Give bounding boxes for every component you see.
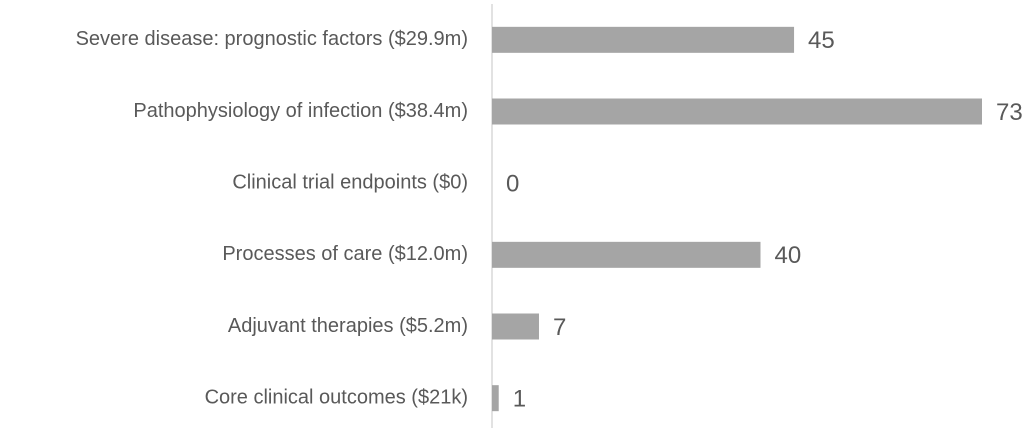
category-label: Adjuvant therapies ($5.2m) <box>228 315 468 337</box>
bar <box>492 98 982 125</box>
category-label: Processes of care ($12.0m) <box>222 243 468 265</box>
bar <box>492 241 761 268</box>
value-label: 45 <box>808 27 835 54</box>
bar <box>492 385 499 412</box>
category-label: Core clinical outcomes ($21k) <box>205 386 468 408</box>
value-label: 1 <box>513 386 526 413</box>
value-label: 7 <box>553 314 566 341</box>
bar <box>492 26 795 53</box>
category-label: Clinical trial endpoints ($0) <box>232 171 468 193</box>
value-label: 73 <box>996 99 1023 126</box>
value-label: 0 <box>506 171 519 198</box>
value-label: 40 <box>774 242 801 269</box>
category-label: Pathophysiology of infection ($38.4m) <box>133 100 468 122</box>
bar <box>492 313 539 340</box>
category-label: Severe disease: prognostic factors ($29.… <box>76 28 468 50</box>
